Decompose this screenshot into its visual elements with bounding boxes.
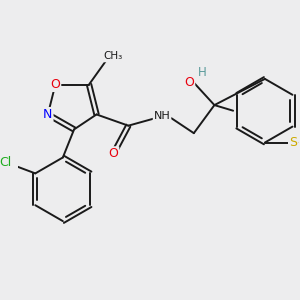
Text: O: O [184, 76, 194, 89]
Text: S: S [289, 136, 297, 149]
Text: Cl: Cl [0, 156, 11, 169]
Text: O: O [108, 147, 118, 160]
Text: H: H [198, 66, 206, 79]
Text: O: O [50, 78, 60, 91]
Text: NH: NH [154, 111, 170, 121]
Text: CH₃: CH₃ [104, 51, 123, 62]
Text: N: N [43, 108, 52, 121]
